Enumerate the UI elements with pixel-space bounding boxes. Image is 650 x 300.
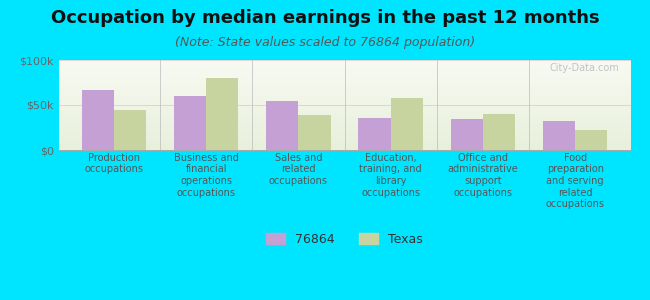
Bar bbox=[81, 90, 114, 150]
Bar bbox=[391, 98, 423, 150]
Text: (Note: State values scaled to 76864 population): (Note: State values scaled to 76864 popu… bbox=[175, 36, 475, 49]
Bar bbox=[450, 119, 483, 150]
Text: City-Data.com: City-Data.com bbox=[549, 63, 619, 73]
Bar bbox=[358, 118, 391, 150]
Legend: 76864, Texas: 76864, Texas bbox=[266, 233, 423, 246]
Bar bbox=[543, 121, 575, 150]
Bar bbox=[174, 96, 206, 150]
Bar bbox=[266, 101, 298, 150]
Bar bbox=[483, 114, 515, 150]
Bar bbox=[206, 78, 239, 150]
Bar bbox=[575, 130, 608, 150]
Bar bbox=[298, 115, 331, 150]
Bar bbox=[114, 110, 146, 150]
Text: Occupation by median earnings in the past 12 months: Occupation by median earnings in the pas… bbox=[51, 9, 599, 27]
